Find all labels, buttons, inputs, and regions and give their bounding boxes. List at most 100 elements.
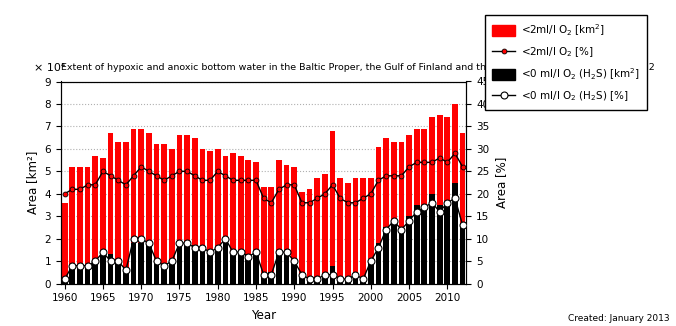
Legend: <2ml/l O$_2$ [km$^2$], <2ml/l O$_2$ [%], <0 ml/l O$_2$ (H$_2$S) [km$^2$], <0 ml/: <2ml/l O$_2$ [km$^2$], <2ml/l O$_2$ [%],… bbox=[485, 15, 647, 110]
Bar bbox=[185, 135, 190, 243]
Bar bbox=[268, 187, 274, 273]
Bar bbox=[330, 131, 335, 266]
Bar bbox=[100, 158, 106, 254]
Bar bbox=[391, 142, 397, 221]
Bar bbox=[353, 178, 358, 273]
Bar bbox=[169, 261, 174, 284]
Bar bbox=[353, 273, 358, 284]
Bar bbox=[291, 167, 297, 261]
Bar bbox=[230, 254, 236, 284]
Bar bbox=[345, 279, 351, 284]
Bar bbox=[444, 117, 450, 200]
Bar bbox=[222, 243, 228, 284]
Bar bbox=[399, 142, 404, 228]
Bar bbox=[376, 147, 381, 243]
Bar bbox=[291, 261, 297, 284]
Bar bbox=[77, 268, 83, 284]
Bar bbox=[414, 129, 420, 205]
Bar bbox=[130, 129, 137, 243]
Bar bbox=[368, 178, 374, 261]
Bar bbox=[77, 167, 83, 268]
Bar bbox=[146, 133, 151, 245]
Bar bbox=[253, 252, 259, 284]
Bar bbox=[199, 245, 206, 284]
Text: Extent of hypoxic and anoxic bottom water in the Baltic Proper, the Gulf of Finl: Extent of hypoxic and anoxic bottom wate… bbox=[61, 63, 654, 72]
Text: Created: January 2013: Created: January 2013 bbox=[568, 314, 669, 323]
Bar bbox=[460, 133, 466, 223]
Bar bbox=[314, 277, 320, 284]
Bar bbox=[253, 162, 259, 252]
Bar bbox=[452, 104, 458, 183]
Bar bbox=[284, 254, 289, 284]
Bar bbox=[84, 268, 91, 284]
Bar bbox=[238, 156, 243, 252]
Bar bbox=[299, 274, 305, 284]
Bar bbox=[176, 245, 183, 284]
Bar bbox=[414, 205, 420, 284]
Bar bbox=[62, 281, 68, 284]
Bar bbox=[222, 156, 228, 243]
Bar bbox=[238, 252, 243, 284]
Bar bbox=[93, 261, 98, 284]
Bar bbox=[429, 117, 435, 194]
Bar bbox=[146, 245, 151, 284]
Bar bbox=[399, 228, 404, 284]
Bar bbox=[421, 205, 427, 284]
Bar bbox=[245, 254, 251, 284]
Bar bbox=[107, 133, 114, 254]
Bar bbox=[199, 149, 206, 245]
Bar bbox=[215, 149, 220, 250]
X-axis label: Year: Year bbox=[251, 309, 276, 322]
Bar bbox=[452, 183, 458, 284]
Bar bbox=[307, 279, 312, 284]
Bar bbox=[192, 138, 197, 245]
Bar bbox=[162, 144, 167, 268]
Bar bbox=[245, 160, 251, 254]
Bar bbox=[276, 252, 282, 284]
Bar bbox=[169, 149, 174, 261]
Bar bbox=[116, 263, 121, 284]
Bar bbox=[437, 115, 443, 205]
Bar bbox=[383, 228, 389, 284]
Bar bbox=[268, 273, 274, 284]
Bar bbox=[100, 254, 106, 284]
Text: × 10⁴: × 10⁴ bbox=[34, 64, 66, 73]
Bar bbox=[337, 279, 343, 284]
Bar bbox=[322, 173, 328, 274]
Bar bbox=[406, 216, 412, 284]
Bar bbox=[116, 142, 121, 263]
Bar bbox=[185, 243, 190, 284]
Bar bbox=[192, 245, 197, 284]
Bar bbox=[176, 135, 183, 245]
Bar bbox=[123, 268, 128, 284]
Bar bbox=[460, 223, 466, 284]
Bar bbox=[215, 250, 220, 284]
Bar bbox=[406, 135, 412, 216]
Bar bbox=[322, 274, 328, 284]
Y-axis label: Area [%]: Area [%] bbox=[495, 157, 508, 208]
Bar bbox=[314, 178, 320, 277]
Bar bbox=[139, 129, 144, 243]
Bar bbox=[330, 266, 335, 284]
Bar bbox=[368, 261, 374, 284]
Bar bbox=[130, 243, 137, 284]
Bar bbox=[444, 200, 450, 284]
Y-axis label: Area [km²]: Area [km²] bbox=[26, 151, 39, 214]
Bar bbox=[276, 160, 282, 252]
Bar bbox=[307, 189, 312, 279]
Bar bbox=[153, 144, 160, 263]
Bar bbox=[93, 156, 98, 261]
Bar bbox=[299, 192, 305, 274]
Bar bbox=[261, 187, 266, 274]
Bar bbox=[337, 178, 343, 279]
Bar bbox=[437, 205, 443, 284]
Bar bbox=[208, 151, 213, 252]
Bar bbox=[421, 129, 427, 205]
Bar bbox=[153, 263, 160, 284]
Bar bbox=[123, 142, 128, 268]
Bar bbox=[162, 268, 167, 284]
Bar bbox=[139, 243, 144, 284]
Bar bbox=[70, 167, 75, 268]
Bar bbox=[345, 183, 351, 279]
Bar bbox=[107, 254, 114, 284]
